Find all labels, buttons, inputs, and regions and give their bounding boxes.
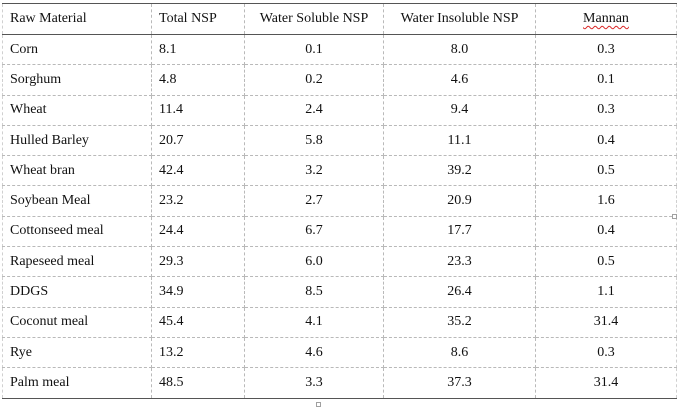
cell-total-nsp: 45.4 xyxy=(151,307,245,338)
cell-water-insoluble-nsp: 11.1 xyxy=(383,125,536,157)
cell-raw-material: Wheat xyxy=(2,95,152,126)
cell-total-nsp: 11.4 xyxy=(151,95,245,126)
table-row: Cottonseed meal 24.4 6.7 17.7 0.4 xyxy=(2,216,677,248)
cell-mannan: 1.6 xyxy=(535,185,677,217)
cell-total-nsp: 29.3 xyxy=(151,246,245,278)
cell-total-nsp: 20.7 xyxy=(151,125,245,157)
table-header: Raw Material Total NSP Water Soluble NSP… xyxy=(2,3,677,35)
cell-water-insoluble-nsp: 8.0 xyxy=(383,34,536,66)
cell-total-nsp: 34.9 xyxy=(151,276,245,308)
cell-raw-material: Sorghum xyxy=(2,64,152,96)
cell-water-soluble-nsp: 6.7 xyxy=(244,216,384,248)
cell-raw-material: Cottonseed meal xyxy=(2,216,152,248)
cell-raw-material: Hulled Barley xyxy=(2,125,152,157)
cell-mannan: 0.3 xyxy=(535,337,677,369)
cell-raw-material: DDGS xyxy=(2,276,152,308)
table-row: Wheat bran 42.4 3.2 39.2 0.5 xyxy=(2,155,677,187)
cell-mannan: 31.4 xyxy=(535,307,677,338)
header-water-insoluble-nsp: Water Insoluble NSP xyxy=(383,3,536,35)
table-row: Rye 13.2 4.6 8.6 0.3 xyxy=(2,337,677,369)
table-row: Corn 8.1 0.1 8.0 0.3 xyxy=(2,34,677,66)
cell-total-nsp: 48.5 xyxy=(151,367,245,399)
cell-raw-material: Rapeseed meal xyxy=(2,246,152,278)
cell-water-soluble-nsp: 4.1 xyxy=(244,307,384,338)
cell-raw-material: Coconut meal xyxy=(2,307,152,338)
cell-water-soluble-nsp: 2.7 xyxy=(244,185,384,217)
table-row: Wheat 11.4 2.4 9.4 0.3 xyxy=(2,95,677,126)
cell-total-nsp: 23.2 xyxy=(151,185,245,217)
cell-water-insoluble-nsp: 39.2 xyxy=(383,155,536,187)
cell-water-soluble-nsp: 2.4 xyxy=(244,95,384,126)
cell-mannan: 0.3 xyxy=(535,34,677,66)
cell-raw-material: Wheat bran xyxy=(2,155,152,187)
cell-water-soluble-nsp: 6.0 xyxy=(244,246,384,278)
cell-water-insoluble-nsp: 35.2 xyxy=(383,307,536,338)
cell-mannan: 0.1 xyxy=(535,64,677,96)
table-move-handle[interactable] xyxy=(316,402,321,407)
table-row: Palm meal 48.5 3.3 37.3 31.4 xyxy=(2,367,677,399)
cell-raw-material: Palm meal xyxy=(2,367,152,399)
cell-raw-material: Soybean Meal xyxy=(2,185,152,217)
table-row: Hulled Barley 20.7 5.8 11.1 0.4 xyxy=(2,125,677,157)
header-mannan-label: Mannan xyxy=(583,11,629,26)
cell-raw-material: Rye xyxy=(2,337,152,369)
cell-total-nsp: 13.2 xyxy=(151,337,245,369)
header-row: Raw Material Total NSP Water Soluble NSP… xyxy=(2,3,677,35)
table-row: Sorghum 4.8 0.2 4.6 0.1 xyxy=(2,64,677,96)
cell-mannan: 0.4 xyxy=(535,216,677,248)
cell-water-soluble-nsp: 0.2 xyxy=(244,64,384,96)
cell-water-soluble-nsp: 3.3 xyxy=(244,367,384,399)
cell-total-nsp: 4.8 xyxy=(151,64,245,96)
cell-raw-material: Corn xyxy=(2,34,152,66)
table-row: Rapeseed meal 29.3 6.0 23.3 0.5 xyxy=(2,246,677,278)
table-resize-handle[interactable] xyxy=(672,214,677,219)
cell-water-insoluble-nsp: 17.7 xyxy=(383,216,536,248)
cell-mannan: 0.5 xyxy=(535,246,677,278)
cell-water-soluble-nsp: 3.2 xyxy=(244,155,384,187)
table-row: DDGS 34.9 8.5 26.4 1.1 xyxy=(2,276,677,308)
cell-total-nsp: 8.1 xyxy=(151,34,245,66)
cell-mannan: 0.3 xyxy=(535,95,677,126)
cell-water-insoluble-nsp: 8.6 xyxy=(383,337,536,369)
cell-water-soluble-nsp: 4.6 xyxy=(244,337,384,369)
cell-water-insoluble-nsp: 26.4 xyxy=(383,276,536,308)
header-mannan: Mannan xyxy=(535,3,677,35)
table-row: Coconut meal 45.4 4.1 35.2 31.4 xyxy=(2,307,677,338)
cell-water-insoluble-nsp: 20.9 xyxy=(383,185,536,217)
cell-total-nsp: 42.4 xyxy=(151,155,245,187)
header-raw-material: Raw Material xyxy=(2,3,152,35)
table-row: Soybean Meal 23.2 2.7 20.9 1.6 xyxy=(2,185,677,217)
header-total-nsp: Total NSP xyxy=(151,3,245,35)
table-body: Corn 8.1 0.1 8.0 0.3 Sorghum 4.8 0.2 4.6 0.1 Wheat… xyxy=(2,34,677,399)
cell-mannan: 0.5 xyxy=(535,155,677,187)
header-water-soluble-nsp: Water Soluble NSP xyxy=(244,3,384,35)
cell-mannan: 1.1 xyxy=(535,276,677,308)
cell-mannan: 31.4 xyxy=(535,367,677,399)
cell-water-insoluble-nsp: 4.6 xyxy=(383,64,536,96)
cell-water-insoluble-nsp: 9.4 xyxy=(383,95,536,126)
cell-total-nsp: 24.4 xyxy=(151,216,245,248)
cell-water-soluble-nsp: 0.1 xyxy=(244,34,384,66)
cell-water-soluble-nsp: 5.8 xyxy=(244,125,384,157)
cell-water-soluble-nsp: 8.5 xyxy=(244,276,384,308)
cell-water-insoluble-nsp: 23.3 xyxy=(383,246,536,278)
cell-water-insoluble-nsp: 37.3 xyxy=(383,367,536,399)
cell-mannan: 0.4 xyxy=(535,125,677,157)
nsp-data-table: Raw Material Total NSP Water Soluble NSP… xyxy=(2,3,677,399)
